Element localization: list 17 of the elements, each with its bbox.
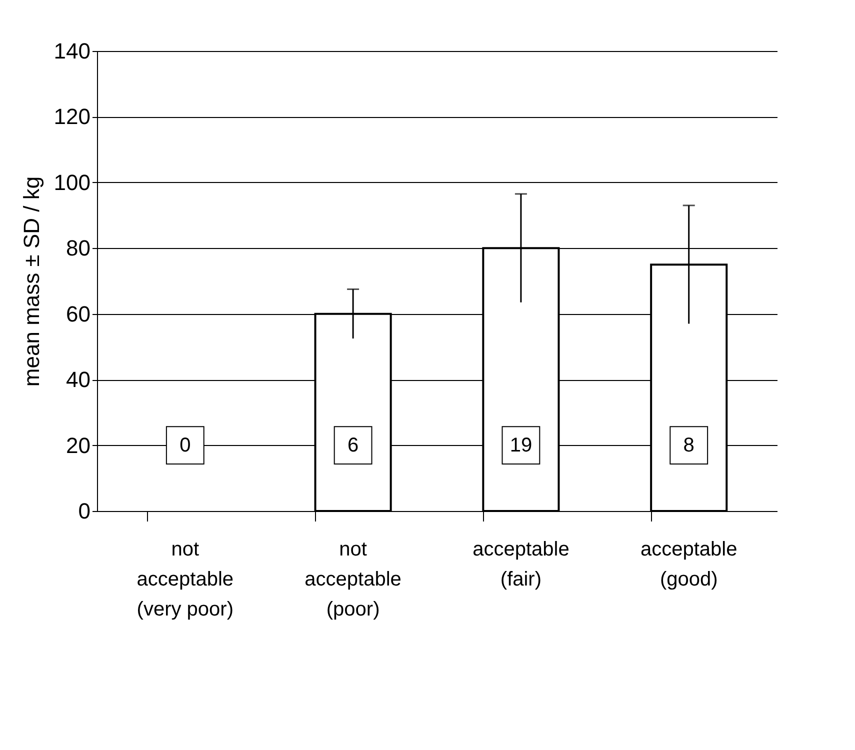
x-tick-label: acceptable (good) — [640, 538, 738, 590]
y-tick-label: 40 — [66, 367, 90, 392]
y-axis-title: mean mass ± SD / kg — [18, 176, 44, 387]
x-tick-label: acceptable (fair) — [472, 538, 570, 590]
x-tick-label: not acceptable (very poor) — [136, 538, 234, 620]
annotation: 19 — [510, 434, 532, 456]
x-tick-label: not acceptable (poor) — [304, 538, 402, 620]
y-tick-label: 20 — [66, 432, 90, 458]
y-tick-label: 0 — [78, 498, 90, 524]
annotation: 0 — [180, 434, 191, 456]
y-tick-label: 100 — [54, 170, 90, 195]
y-tick-label: 80 — [66, 236, 90, 261]
y-tick-label: 140 — [54, 38, 90, 64]
y-tick-label: 60 — [66, 301, 90, 326]
y-tick-label: 120 — [54, 104, 90, 130]
annotation: 6 — [347, 434, 359, 456]
annotation: 8 — [683, 434, 694, 456]
